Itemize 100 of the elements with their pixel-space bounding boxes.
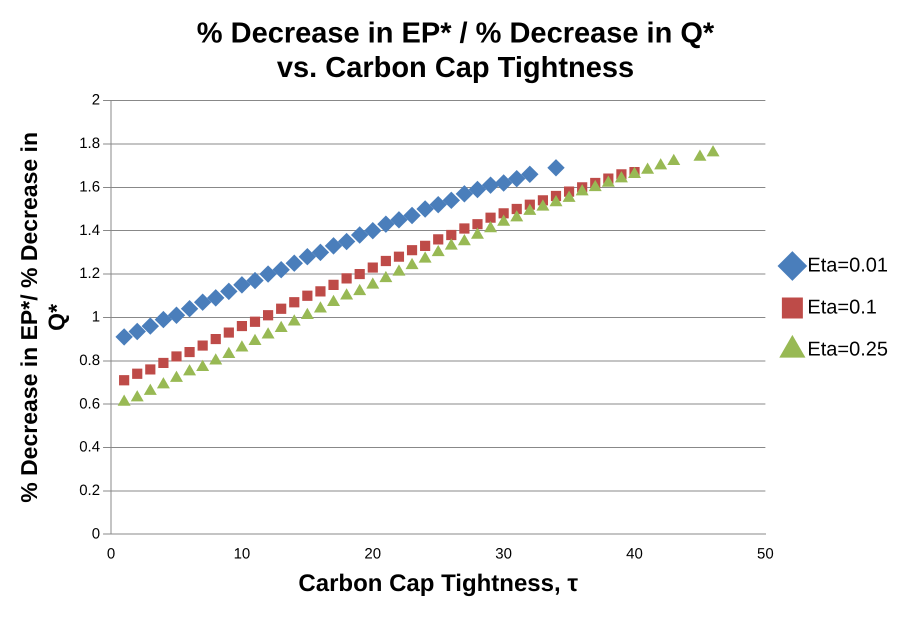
point — [498, 215, 510, 226]
point — [288, 314, 300, 326]
point — [406, 258, 418, 270]
y-axis-title: % Decrease in EP*/ % Decrease in Q* — [16, 132, 70, 503]
point — [456, 185, 473, 202]
point — [694, 150, 706, 161]
point — [468, 180, 486, 198]
y-tick-label: 1.2 — [79, 265, 100, 282]
point — [128, 322, 146, 340]
point — [207, 289, 224, 306]
y-tick-label: 2 — [92, 92, 100, 109]
point — [420, 240, 430, 251]
x-tick-label: 30 — [495, 545, 512, 562]
point — [142, 318, 159, 335]
point — [366, 278, 379, 289]
y-tick-label: 1.4 — [79, 222, 100, 239]
point — [446, 230, 456, 240]
point — [194, 294, 212, 311]
point — [512, 204, 522, 214]
point — [286, 254, 303, 272]
point — [458, 234, 471, 246]
point — [602, 176, 614, 187]
point — [132, 368, 142, 379]
point — [181, 300, 198, 318]
point — [233, 276, 250, 294]
point — [236, 340, 248, 352]
point — [275, 321, 288, 332]
point — [495, 174, 512, 192]
point — [524, 204, 536, 215]
point — [250, 316, 260, 327]
point — [158, 358, 168, 368]
point — [536, 200, 550, 211]
point — [220, 282, 238, 300]
point — [377, 216, 394, 233]
point — [394, 252, 404, 262]
x-tick-label: 50 — [757, 545, 774, 562]
legend-label: Eta=0.25 — [807, 338, 888, 361]
point — [210, 354, 222, 365]
point — [589, 180, 602, 192]
point — [325, 237, 342, 254]
point — [406, 245, 418, 256]
point — [144, 384, 156, 395]
point — [338, 233, 356, 250]
point — [236, 320, 248, 332]
point — [145, 364, 156, 375]
point — [380, 256, 391, 266]
point — [171, 351, 182, 362]
point — [301, 308, 314, 319]
y-tick-label: 0.8 — [79, 352, 100, 369]
point — [119, 375, 130, 386]
point — [262, 310, 274, 320]
point — [521, 166, 538, 183]
legend-label: Eta=0.01 — [807, 254, 888, 277]
point — [641, 162, 654, 174]
point — [298, 248, 316, 266]
point — [157, 378, 170, 388]
point — [354, 268, 365, 280]
point — [404, 207, 421, 224]
point — [508, 170, 526, 188]
point — [390, 211, 408, 228]
point — [327, 295, 340, 306]
y-tick-label: 1.6 — [79, 178, 100, 196]
point — [654, 158, 667, 170]
point — [131, 390, 144, 402]
point — [484, 222, 497, 232]
point — [392, 264, 406, 276]
point — [168, 306, 185, 324]
point — [419, 252, 432, 263]
point — [471, 228, 484, 239]
point — [498, 208, 509, 218]
point — [289, 297, 300, 308]
point — [314, 302, 327, 312]
point — [196, 360, 209, 372]
point — [246, 272, 264, 290]
point — [432, 245, 444, 256]
x-tick-label: 20 — [364, 545, 382, 562]
point — [315, 286, 326, 296]
y-tick-label: 1 — [92, 308, 100, 326]
point — [368, 262, 378, 273]
point — [364, 222, 382, 240]
point — [210, 334, 221, 344]
point — [351, 226, 368, 244]
point — [615, 172, 628, 182]
point — [183, 364, 196, 376]
point — [118, 394, 130, 406]
point — [576, 184, 588, 196]
point — [248, 334, 262, 345]
legend-label: Eta=0.1 — [807, 296, 877, 319]
point — [433, 234, 444, 244]
x-tick-label: 0 — [106, 545, 116, 562]
point — [430, 196, 447, 214]
point — [485, 212, 496, 223]
chart-title: % Decrease in EP* / % Decrease in Q* vs. Carbon Cap Tightness — [196, 17, 715, 84]
point — [550, 195, 562, 206]
point — [222, 347, 235, 358]
point — [510, 210, 523, 222]
point — [442, 192, 460, 209]
point — [262, 328, 274, 338]
point — [260, 266, 277, 283]
y-tick-label: 0.2 — [79, 482, 100, 499]
